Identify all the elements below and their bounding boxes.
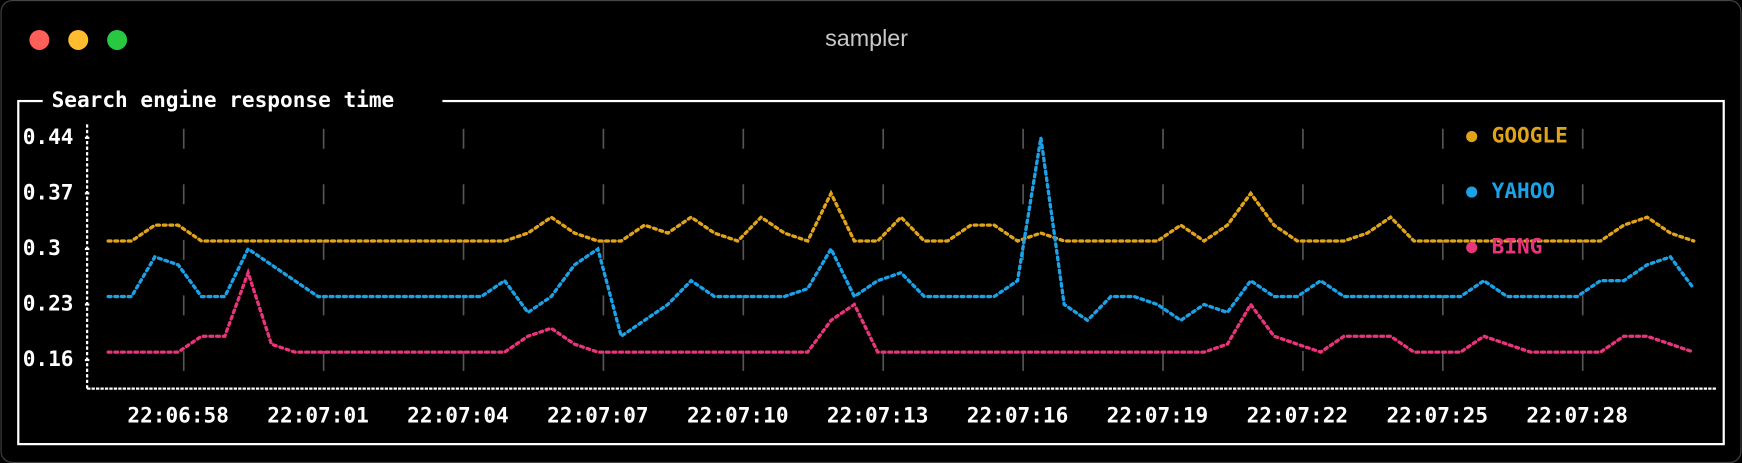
legend-swatch [1466,186,1478,198]
legend-label: YAHOO [1492,178,1555,203]
series-line [106,137,1696,339]
panel-border [17,99,1725,446]
x-tick-label: 22:07:22 [1247,402,1349,427]
x-tick-label: 22:06:58 [127,402,229,427]
y-tick-label: 0.3 [23,235,61,260]
chart-title: Search engine response time [52,87,395,112]
x-tick-label: 22:07:25 [1386,402,1488,427]
legend-swatch [1466,242,1478,254]
x-tick-label: 22:07:01 [267,402,369,427]
x-tick-label: 22:07:07 [547,402,649,427]
minimize-button[interactable] [68,29,89,50]
y-tick-label: 0.23 [23,290,74,315]
y-tick-label: 0.37 [23,179,74,204]
plot: 0.44 0.37 0.3 0.23 0.16 22:06:58 22:07:01 22:07… [23,123,1696,427]
legend-swatch [1466,131,1478,143]
y-tick-label: 0.44 [23,124,74,149]
x-tick-label: 22:07:28 [1526,402,1628,427]
window-title: sampler [825,25,908,51]
title-backdrop [42,88,443,114]
close-button[interactable] [29,29,50,50]
zoom-button[interactable] [107,29,128,50]
x-tick-label: 22:07:04 [407,402,509,427]
x-tick-label: 22:07:10 [687,402,789,427]
series-line [106,189,1696,244]
x-tick-label: 22:07:16 [967,402,1069,427]
x-tick-label: 22:07:13 [827,402,929,427]
y-tick-label: 0.16 [23,346,74,371]
legend-label: GOOGLE [1492,123,1568,148]
legend-label: BING [1492,234,1543,259]
series-line [106,267,1696,354]
x-tick-label: 22:07:19 [1107,402,1209,427]
